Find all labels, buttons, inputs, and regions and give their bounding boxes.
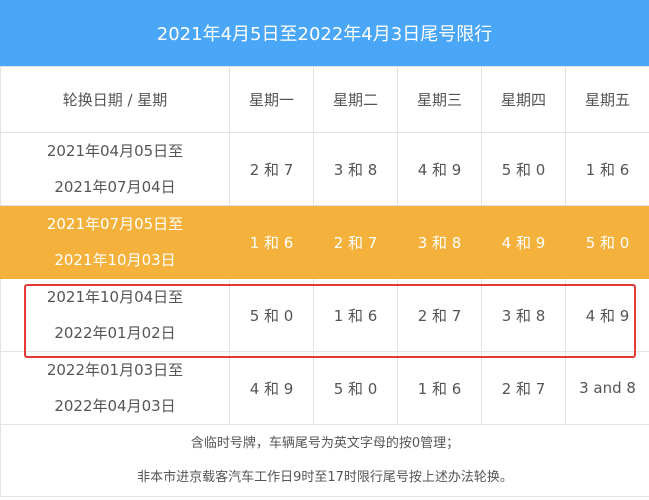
value-cell: 5 和 0 bbox=[229, 278, 314, 352]
value-cell: 1 和 6 bbox=[313, 278, 398, 352]
period-cell: 2021年10月04日至 2022年01月02日 bbox=[0, 278, 230, 352]
value-cell: 4 和 9 bbox=[229, 351, 314, 425]
value-cell: 3 和 8 bbox=[481, 278, 566, 352]
value-cell: 4 和 9 bbox=[397, 132, 482, 206]
period-end: 2022年04月03日 bbox=[54, 397, 176, 415]
value-cell: 3 and 8 bbox=[565, 351, 649, 425]
period-start: 2021年07月05日至 bbox=[46, 215, 184, 233]
period-cell: 2021年07月05日至 2021年10月03日 bbox=[0, 205, 230, 279]
table-row-highlighted: 2021年07月05日至 2021年10月03日 1 和 6 2 和 7 3 和… bbox=[0, 205, 649, 279]
table-row: 2021年04月05日至 2021年07月04日 2 和 7 3 和 8 4 和… bbox=[0, 132, 649, 206]
table-row-current: 2021年10月04日至 2022年01月02日 5 和 0 1 和 6 2 和… bbox=[0, 278, 649, 352]
value-cell: 5 和 0 bbox=[481, 132, 566, 206]
page-title: 2021年4月5日至2022年4月3日尾号限行 bbox=[0, 0, 649, 66]
value-cell: 4 和 9 bbox=[565, 278, 649, 352]
value-cell: 2 和 7 bbox=[397, 278, 482, 352]
period-start: 2021年04月05日至 bbox=[46, 142, 184, 160]
period-end: 2021年07月04日 bbox=[54, 178, 176, 196]
value-cell: 3 和 8 bbox=[313, 132, 398, 206]
note-line: 含临时号牌，车辆尾号为英文字母的按0管理； bbox=[190, 435, 460, 451]
period-start: 2022年01月03日至 bbox=[46, 361, 184, 379]
value-cell: 4 和 9 bbox=[481, 205, 566, 279]
notes-cell: 含临时号牌，车辆尾号为英文字母的按0管理； 非本市进京载客汽车工作日9时至17时… bbox=[0, 424, 649, 497]
period-cell: 2021年04月05日至 2021年07月04日 bbox=[0, 132, 230, 206]
header-thursday: 星期四 bbox=[481, 66, 566, 133]
header-monday: 星期一 bbox=[229, 66, 314, 133]
value-cell: 2 和 7 bbox=[229, 132, 314, 206]
value-cell: 2 和 7 bbox=[481, 351, 566, 425]
period-cell: 2022年01月03日至 2022年04月03日 bbox=[0, 351, 230, 425]
value-cell: 5 和 0 bbox=[565, 205, 649, 279]
header-period: 轮换日期 / 星期 bbox=[0, 66, 230, 133]
period-start: 2021年10月04日至 bbox=[46, 288, 184, 306]
value-cell: 2 和 7 bbox=[313, 205, 398, 279]
table-row: 2022年01月03日至 2022年04月03日 4 和 9 5 和 0 1 和… bbox=[0, 351, 649, 425]
period-end: 2022年01月02日 bbox=[54, 324, 176, 342]
value-cell: 1 和 6 bbox=[565, 132, 649, 206]
value-cell: 3 和 8 bbox=[397, 205, 482, 279]
value-cell: 1 和 6 bbox=[229, 205, 314, 279]
note-line: 非本市进京载客汽车工作日9时至17时限行尾号按上述办法轮换。 bbox=[137, 469, 513, 485]
header-tuesday: 星期二 bbox=[313, 66, 398, 133]
header-row: 轮换日期 / 星期 星期一 星期二 星期三 星期四 星期五 bbox=[0, 66, 649, 133]
value-cell: 5 和 0 bbox=[313, 351, 398, 425]
value-cell: 1 和 6 bbox=[397, 351, 482, 425]
header-wednesday: 星期三 bbox=[397, 66, 482, 133]
schedule-table: 轮换日期 / 星期 星期一 星期二 星期三 星期四 星期五 2021年04月05… bbox=[0, 66, 649, 497]
period-end: 2021年10月03日 bbox=[54, 251, 176, 269]
header-friday: 星期五 bbox=[565, 66, 649, 133]
notes-row: 含临时号牌，车辆尾号为英文字母的按0管理； 非本市进京载客汽车工作日9时至17时… bbox=[0, 424, 649, 497]
